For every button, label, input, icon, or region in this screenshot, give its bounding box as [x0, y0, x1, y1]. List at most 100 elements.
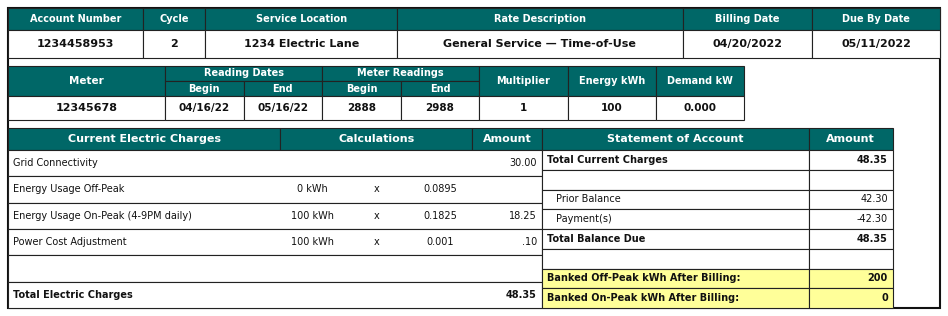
Text: Energy kWh: Energy kWh — [578, 76, 645, 86]
Bar — [205, 30, 397, 58]
Bar — [322, 66, 480, 81]
Text: .10: .10 — [521, 237, 537, 247]
Bar — [397, 8, 683, 30]
Text: Begin: Begin — [346, 83, 377, 94]
Text: 0.1825: 0.1825 — [424, 211, 457, 221]
Bar — [165, 96, 244, 120]
Text: 0.001: 0.001 — [427, 237, 454, 247]
Bar — [542, 170, 809, 190]
Bar — [401, 81, 480, 96]
Bar — [656, 66, 744, 96]
Text: 2: 2 — [171, 39, 178, 49]
Bar — [8, 96, 165, 120]
Text: 0.0895: 0.0895 — [424, 185, 457, 195]
Text: 100: 100 — [601, 103, 623, 113]
Bar — [568, 66, 656, 96]
Text: Current Electric Charges: Current Electric Charges — [67, 134, 221, 144]
Text: Banked On-Peak kWh After Billing:: Banked On-Peak kWh After Billing: — [547, 293, 738, 303]
Text: Power Cost Adjustment: Power Cost Adjustment — [13, 237, 127, 247]
Bar — [397, 30, 683, 58]
Bar — [8, 66, 165, 96]
Text: Statement of Account: Statement of Account — [607, 134, 743, 144]
Text: 12345678: 12345678 — [56, 103, 118, 113]
Text: Multiplier: Multiplier — [497, 76, 551, 86]
Text: 48.35: 48.35 — [857, 234, 888, 244]
Text: 0: 0 — [881, 293, 888, 303]
Bar — [480, 96, 568, 120]
Bar — [143, 30, 205, 58]
Bar — [8, 128, 281, 150]
Bar — [809, 249, 893, 269]
Bar — [8, 176, 542, 203]
Bar — [8, 255, 542, 282]
Text: General Service — Time-of-Use: General Service — Time-of-Use — [444, 39, 636, 49]
Bar — [809, 229, 893, 249]
Text: 1234 Electric Lane: 1234 Electric Lane — [244, 39, 359, 49]
Bar — [205, 8, 397, 30]
Bar — [8, 229, 542, 255]
Text: Total Electric Charges: Total Electric Charges — [13, 290, 133, 300]
Bar — [809, 269, 893, 288]
Bar — [542, 229, 809, 249]
Text: 100 kWh: 100 kWh — [291, 211, 334, 221]
Bar — [8, 282, 542, 308]
Bar — [542, 190, 809, 209]
Text: 42.30: 42.30 — [860, 194, 888, 204]
Text: Grid Connectivity: Grid Connectivity — [13, 158, 98, 168]
Text: Service Location: Service Location — [256, 14, 347, 24]
Text: Account Number: Account Number — [29, 14, 121, 24]
Text: 18.25: 18.25 — [509, 211, 537, 221]
Bar — [812, 30, 940, 58]
Text: Calculations: Calculations — [338, 134, 414, 144]
Bar — [165, 81, 244, 96]
Text: Cycle: Cycle — [159, 14, 189, 24]
Text: Amount: Amount — [483, 134, 532, 144]
Bar — [542, 269, 809, 288]
Text: Meter Readings: Meter Readings — [357, 69, 444, 78]
Text: 100 kWh: 100 kWh — [291, 237, 334, 247]
Bar — [165, 66, 322, 81]
Bar — [401, 96, 480, 120]
Bar — [809, 190, 893, 209]
Text: Billing Date: Billing Date — [715, 14, 779, 24]
Bar — [568, 96, 656, 120]
Text: Total Balance Due: Total Balance Due — [547, 234, 646, 244]
Text: 04/16/22: 04/16/22 — [179, 103, 230, 113]
Text: Demand kW: Demand kW — [667, 76, 733, 86]
Bar — [8, 8, 143, 30]
Bar — [542, 209, 809, 229]
Text: End: End — [429, 83, 450, 94]
Text: 0.000: 0.000 — [684, 103, 717, 113]
Bar — [809, 209, 893, 229]
Text: 2988: 2988 — [426, 103, 454, 113]
Text: 1: 1 — [520, 103, 527, 113]
Text: Amount: Amount — [827, 134, 875, 144]
Text: Prior Balance: Prior Balance — [556, 194, 621, 204]
Bar — [542, 128, 809, 150]
Text: 05/16/22: 05/16/22 — [257, 103, 308, 113]
Text: Begin: Begin — [189, 83, 220, 94]
Text: 1234458953: 1234458953 — [37, 39, 114, 49]
Text: 48.35: 48.35 — [857, 155, 888, 165]
Text: Banked Off-Peak kWh After Billing:: Banked Off-Peak kWh After Billing: — [547, 273, 740, 283]
Bar — [8, 203, 542, 229]
Bar — [812, 8, 940, 30]
Bar — [683, 30, 812, 58]
Text: 30.00: 30.00 — [509, 158, 537, 168]
Text: 2888: 2888 — [347, 103, 376, 113]
Bar — [542, 150, 809, 170]
Bar — [480, 66, 568, 96]
Text: Energy Usage On-Peak (4-9PM daily): Energy Usage On-Peak (4-9PM daily) — [13, 211, 191, 221]
Text: x: x — [374, 185, 379, 195]
Text: 200: 200 — [867, 273, 888, 283]
Bar — [472, 128, 542, 150]
Text: x: x — [374, 237, 379, 247]
Text: End: End — [273, 83, 293, 94]
Bar — [656, 96, 744, 120]
Text: Meter: Meter — [69, 76, 104, 86]
Bar — [809, 170, 893, 190]
Bar — [542, 249, 809, 269]
Text: Energy Usage Off-Peak: Energy Usage Off-Peak — [13, 185, 124, 195]
Bar — [8, 30, 143, 58]
Text: 0 kWh: 0 kWh — [297, 185, 328, 195]
